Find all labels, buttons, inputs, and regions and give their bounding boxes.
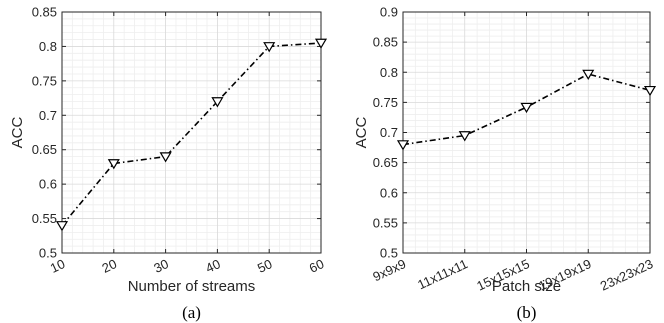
data-point-marker bbox=[159, 152, 172, 163]
x-tick-label: 10 bbox=[48, 256, 67, 276]
data-point-marker bbox=[520, 102, 533, 114]
x-tick-label: 20 bbox=[100, 256, 119, 276]
data-point-marker bbox=[314, 38, 328, 49]
x-tick-label: 23x23x23 bbox=[598, 256, 655, 293]
x-tick-label: 60 bbox=[307, 256, 326, 276]
y-tick-label: 0.8 bbox=[380, 65, 398, 80]
y-tick-label: 0.6 bbox=[380, 185, 398, 200]
y-tick-label: 0.6 bbox=[39, 177, 57, 192]
data-line bbox=[61, 42, 322, 226]
y-tick-label: 0.5 bbox=[380, 246, 398, 261]
y-tick-label: 0.7 bbox=[380, 125, 398, 140]
axes-frame bbox=[61, 11, 322, 254]
y-axis-label: ACC bbox=[9, 116, 26, 148]
y-tick-label: 0.65 bbox=[373, 155, 398, 170]
y-tick-label: 0.75 bbox=[373, 95, 398, 110]
y-tick-label: 0.9 bbox=[380, 5, 398, 20]
chart-panel-a: 0.5 0.55 0.6 0.65 0.7 0.75 0.8 0.85 10 20 30 40 50 60… bbox=[9, 5, 328, 322]
y-tick-label: 0.85 bbox=[32, 5, 57, 20]
data-line bbox=[402, 73, 651, 146]
x-axis-label: Patch size bbox=[492, 278, 561, 295]
y-tick-label: 0.5 bbox=[39, 246, 57, 261]
x-tick-label: 11x11x11 bbox=[415, 256, 470, 292]
data-point-marker bbox=[107, 159, 120, 170]
chart-caption: (a) bbox=[182, 303, 201, 322]
y-tick-label: 0.75 bbox=[32, 73, 57, 88]
data-point-marker bbox=[211, 97, 224, 108]
x-tick-label: 40 bbox=[203, 256, 222, 276]
x-tick-label: 50 bbox=[255, 256, 274, 276]
x-tick-label: 30 bbox=[151, 256, 170, 276]
y-tick-label: 0.55 bbox=[32, 211, 57, 226]
data-point-marker bbox=[458, 131, 471, 142]
y-tick-label: 0.85 bbox=[373, 35, 398, 50]
data-point-marker bbox=[396, 140, 410, 151]
y-tick-label: 0.55 bbox=[373, 215, 398, 230]
y-axis-label: ACC bbox=[353, 116, 370, 148]
y-tick-label: 0.8 bbox=[39, 39, 57, 54]
plot-area bbox=[62, 12, 321, 253]
chart-caption: (b) bbox=[517, 303, 537, 322]
data-point-marker bbox=[263, 42, 276, 53]
data-point-marker bbox=[582, 69, 595, 80]
data-point-marker bbox=[643, 85, 657, 97]
y-tick-label: 0.65 bbox=[32, 142, 57, 157]
x-axis-label: Number of streams bbox=[128, 278, 256, 295]
data-point-marker bbox=[55, 221, 69, 232]
y-tick-label: 0.7 bbox=[39, 108, 57, 123]
